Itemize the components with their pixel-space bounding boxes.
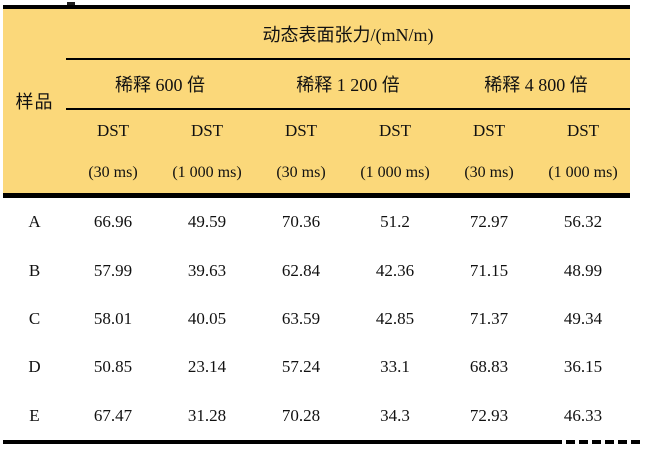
header-data-area: 动态表面张力/(mN/m) 稀释 600 倍 稀释 1 200 倍 稀释 4 8… — [66, 9, 630, 193]
value-cell: 66.96 — [93, 212, 133, 232]
value-cell: 63.59 — [281, 308, 321, 328]
table-title: 动态表面张力/(mN/m) — [262, 24, 434, 45]
dst-time-header: (30 ms) — [276, 163, 326, 181]
value-cell: 23.14 — [187, 357, 227, 377]
value-cell: 71.15 — [469, 260, 509, 280]
dst-time-header: (1 000 ms) — [172, 163, 242, 181]
dst-time-row: (30 ms) (1 000 ms) (30 ms) (1 000 ms) (3… — [66, 152, 630, 193]
dilution-group-4800: 稀释 4 800 倍 — [484, 75, 588, 95]
table-title-row: 动态表面张力/(mN/m) — [66, 9, 630, 58]
sample-cell: D — [28, 357, 41, 377]
value-cell: 72.97 — [469, 212, 509, 232]
value-cell: 42.36 — [375, 260, 415, 280]
header-divider-1 — [66, 58, 630, 60]
dst-time-header: (1 000 ms) — [360, 163, 430, 181]
dst-header: DST — [96, 121, 130, 140]
value-cell: 49.34 — [563, 308, 603, 328]
value-cell: 71.37 — [469, 308, 509, 328]
value-cell: 70.28 — [281, 405, 321, 425]
scan-artifact-tick — [67, 2, 75, 5]
table-row-d: D 50.85 23.14 57.24 33.1 68.83 36.15 — [3, 343, 630, 391]
value-cell: 72.93 — [469, 405, 509, 425]
sample-cell: B — [28, 260, 41, 280]
dst-label-row: DST DST DST DST DST DST — [66, 110, 630, 152]
value-cell: 62.84 — [281, 260, 321, 280]
value-cell: 70.36 — [281, 212, 321, 232]
value-cell: 49.59 — [187, 212, 227, 232]
value-cell: 68.83 — [469, 357, 509, 377]
dst-time-header: (30 ms) — [88, 163, 138, 181]
dst-header: DST — [566, 121, 600, 140]
value-cell: 46.33 — [563, 405, 603, 425]
value-cell: 67.47 — [93, 405, 133, 425]
table-bottom-border — [3, 440, 644, 444]
dilution-group-row: 稀释 600 倍 稀释 1 200 倍 稀释 4 800 倍 — [66, 60, 630, 108]
dst-header: DST — [378, 121, 412, 140]
header-divider-2 — [66, 108, 630, 110]
value-cell: 57.99 — [93, 260, 133, 280]
dst-header: DST — [472, 121, 506, 140]
value-cell: 50.85 — [93, 357, 133, 377]
table-row-c: C 58.01 40.05 63.59 42.85 71.37 49.34 — [3, 295, 630, 343]
value-cell: 39.63 — [187, 260, 227, 280]
value-cell: 51.2 — [380, 212, 410, 232]
value-cell: 34.3 — [380, 405, 410, 425]
bottom-border-solid — [3, 440, 562, 444]
dst-header: DST — [190, 121, 224, 140]
dst-time-header: (1 000 ms) — [548, 163, 618, 181]
dynamic-surface-tension-table: 样品 动态表面张力/(mN/m) 稀释 600 倍 稀释 1 200 倍 稀释 … — [3, 2, 644, 444]
value-cell: 57.24 — [281, 357, 321, 377]
table-header: 样品 动态表面张力/(mN/m) 稀释 600 倍 稀释 1 200 倍 稀释 … — [3, 9, 630, 193]
table-top-border — [3, 5, 630, 9]
value-cell: 33.1 — [380, 357, 410, 377]
value-cell: 56.32 — [563, 212, 603, 232]
dilution-group-1200: 稀释 1 200 倍 — [296, 75, 400, 95]
sample-cell: E — [29, 405, 40, 425]
value-cell: 42.85 — [375, 308, 415, 328]
table-row-b: B 57.99 39.63 62.84 42.36 71.15 48.99 — [3, 246, 630, 294]
sample-cell: C — [28, 308, 41, 328]
sample-column-header: 样品 — [15, 92, 54, 112]
value-cell: 31.28 — [187, 405, 227, 425]
value-cell: 48.99 — [563, 260, 603, 280]
dst-time-header: (30 ms) — [464, 163, 514, 181]
table-row-a: A 66.96 49.59 70.36 51.2 72.97 56.32 — [3, 198, 630, 246]
sample-cell: A — [28, 212, 41, 232]
table-row-e: E 67.47 31.28 70.28 34.3 72.93 46.33 — [3, 392, 630, 440]
scan-artifact-dashes — [566, 440, 644, 444]
table-body: A 66.96 49.59 70.36 51.2 72.97 56.32 B 5… — [3, 198, 630, 440]
value-cell: 36.15 — [563, 357, 603, 377]
value-cell: 58.01 — [93, 308, 133, 328]
header-bottom-border — [3, 193, 630, 198]
dilution-group-600: 稀释 600 倍 — [115, 75, 205, 95]
dst-header: DST — [284, 121, 318, 140]
value-cell: 40.05 — [187, 308, 227, 328]
